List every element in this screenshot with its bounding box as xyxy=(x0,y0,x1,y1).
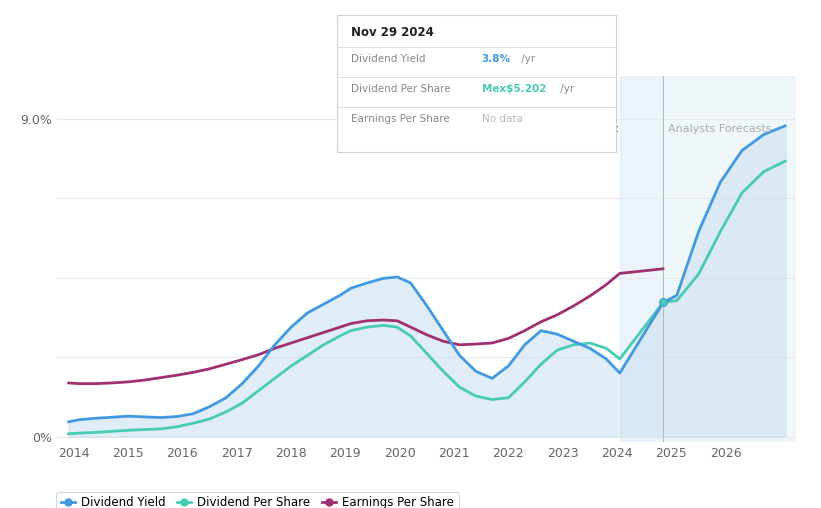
Text: 3.8%: 3.8% xyxy=(482,54,511,64)
Text: Past: Past xyxy=(591,124,618,134)
Text: Dividend Yield: Dividend Yield xyxy=(351,54,425,64)
Text: Nov 29 2024: Nov 29 2024 xyxy=(351,26,433,39)
Legend: Dividend Yield, Dividend Per Share, Earnings Per Share: Dividend Yield, Dividend Per Share, Earn… xyxy=(56,492,459,508)
Text: No data: No data xyxy=(482,114,523,124)
Text: Mex$5.202: Mex$5.202 xyxy=(482,84,546,94)
Text: Analysts Forecasts: Analysts Forecasts xyxy=(667,124,771,134)
Text: Earnings Per Share: Earnings Per Share xyxy=(351,114,449,124)
Text: /yr: /yr xyxy=(518,54,535,64)
Bar xyxy=(620,76,796,442)
Text: /yr: /yr xyxy=(557,84,575,94)
Text: Dividend Per Share: Dividend Per Share xyxy=(351,84,450,94)
Bar xyxy=(620,76,663,442)
